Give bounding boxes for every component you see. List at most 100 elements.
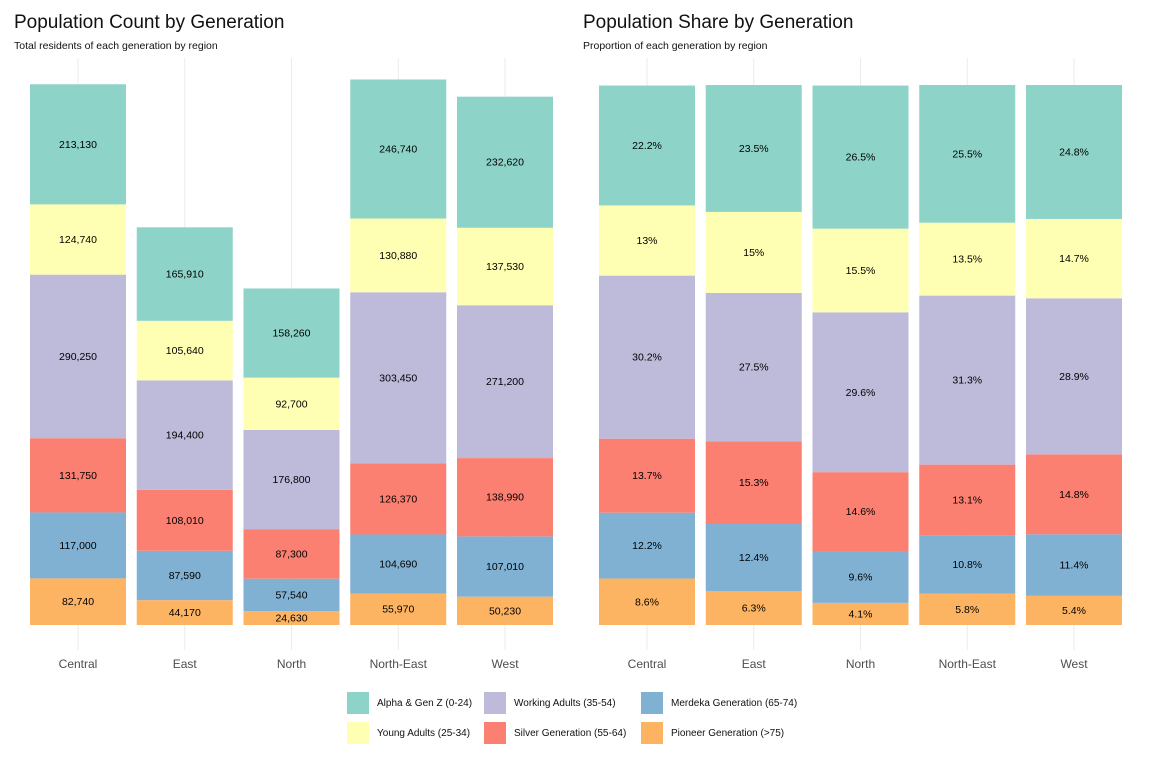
x-tick-label: North [846,657,875,671]
bar-segment-pioneer [599,578,695,625]
bar-segment-silver [919,464,1016,536]
data-label: 138,990 [486,492,524,504]
legend-swatch [484,722,506,744]
bar-segment-working [243,429,340,530]
bar-segment-young [1026,218,1122,299]
x-tick-label: North [277,657,306,671]
data-label: 158,260 [273,328,311,340]
bar-segment-alpha [30,84,126,205]
legend-item-silver: Silver Generation (55-64) [484,721,626,745]
legend-label: Merdeka Generation (65-74) [671,697,798,709]
bar-segment-pioneer [243,611,340,625]
data-label: 271,200 [486,376,524,388]
data-label: 82,740 [62,596,94,608]
data-label: 131,750 [59,470,97,482]
bar-segment-young [136,320,233,381]
data-label: 87,590 [169,570,201,582]
bar-segment-alpha [919,85,1016,223]
bar-segment-working [136,380,233,490]
bar-segment-working [350,292,447,464]
bar-segment-silver [1026,454,1122,535]
legend-label: Alpha & Gen Z (0-24) [377,697,473,709]
bar-segment-young [919,222,1016,296]
legend-swatch [641,692,663,714]
legend-swatch [347,722,369,744]
legend-label: Silver Generation (55-64) [514,727,627,739]
share-chart: 8.6% 12.2% 13.7% 30.2% 13% 22.2% Central 6.3% 12… [599,58,1122,671]
data-label: 246,740 [379,143,417,155]
data-label: 4.1% [849,608,873,620]
bar-segment-pioneer [136,600,233,625]
bar-segment-silver [599,438,695,513]
bar-segment-alpha [350,79,447,219]
bar-segment-pioneer [457,596,553,625]
x-tick-label: North-East [370,657,428,671]
bar-segment-young [599,205,695,276]
bar-segment-pioneer [812,602,909,625]
data-label: 104,690 [379,558,417,570]
bar-segment-silver [243,529,340,579]
bar-segment-merdeka [457,536,553,597]
left-chart-title: Population Count by Generation [14,12,285,33]
data-label: 8.6% [635,596,659,608]
data-label: 15% [743,247,764,259]
data-label: 124,740 [59,234,97,246]
data-label: 14.6% [846,506,876,518]
data-label: 176,800 [273,474,311,486]
legend-item-working: Working Adults (35-54) [484,691,616,715]
bar-segment-merdeka [812,551,909,603]
bar-segment-merdeka [919,535,1016,594]
bar-segment-alpha [705,85,802,212]
bar-segment-working [599,275,695,439]
bar-segment-pioneer [705,590,802,625]
bar-segment-merdeka [30,512,126,579]
bar-segment-young [243,377,340,430]
data-label: 24.8% [1059,146,1089,158]
legend-swatch [347,692,369,714]
data-label: 290,250 [59,351,97,363]
data-label: 12.4% [739,552,769,564]
legend-swatch [641,722,663,744]
bar-segment-merdeka [1026,534,1122,596]
data-label: 126,370 [379,493,417,505]
data-label: 13.7% [632,470,662,482]
bar-segment-alpha [457,96,553,228]
data-label: 232,620 [486,157,524,169]
left-chart-subtitle: Total residents of each generation by re… [14,40,218,52]
data-label: 24,630 [275,613,307,625]
data-label: 22.2% [632,140,662,152]
bar-segment-young [457,227,553,306]
bar-segment-young [350,218,447,293]
bar-segment-alpha [812,85,909,229]
data-label: 15.5% [846,265,876,277]
bar-segment-silver [136,489,233,551]
data-label: 14.8% [1059,489,1089,501]
data-label: 137,530 [486,261,524,273]
data-label: 92,700 [275,398,307,410]
bar-segment-working [1026,298,1122,455]
data-label: 130,880 [379,250,417,262]
data-label: 13.5% [952,254,982,266]
bar-segment-young [705,211,802,293]
data-label: 25.5% [952,148,982,160]
data-label: 27.5% [739,362,769,374]
data-label: 30.2% [632,352,662,364]
bar-segment-alpha [136,227,233,321]
legend-label: Young Adults (25-34) [377,727,471,739]
bar-segment-working [457,305,553,459]
bar-segment-young [30,204,126,275]
legend-item-alpha: Alpha & Gen Z (0-24) [347,691,472,715]
data-label: 14.7% [1059,253,1089,265]
data-label: 31.3% [952,375,982,387]
data-label: 194,400 [166,430,204,442]
data-label: 6.3% [742,602,766,614]
data-label: 105,640 [166,345,204,357]
bar-segment-alpha [1026,85,1122,219]
bar-segment-silver [30,438,126,513]
legend: Alpha & Gen Z (0-24) Young Adults (25-34)… [347,691,827,751]
data-label: 9.6% [849,571,873,583]
data-label: 108,010 [166,515,204,527]
legend-item-pioneer: Pioneer Generation (>75) [641,721,784,745]
x-tick-label: Central [59,657,98,671]
data-label: 13.1% [952,494,982,506]
